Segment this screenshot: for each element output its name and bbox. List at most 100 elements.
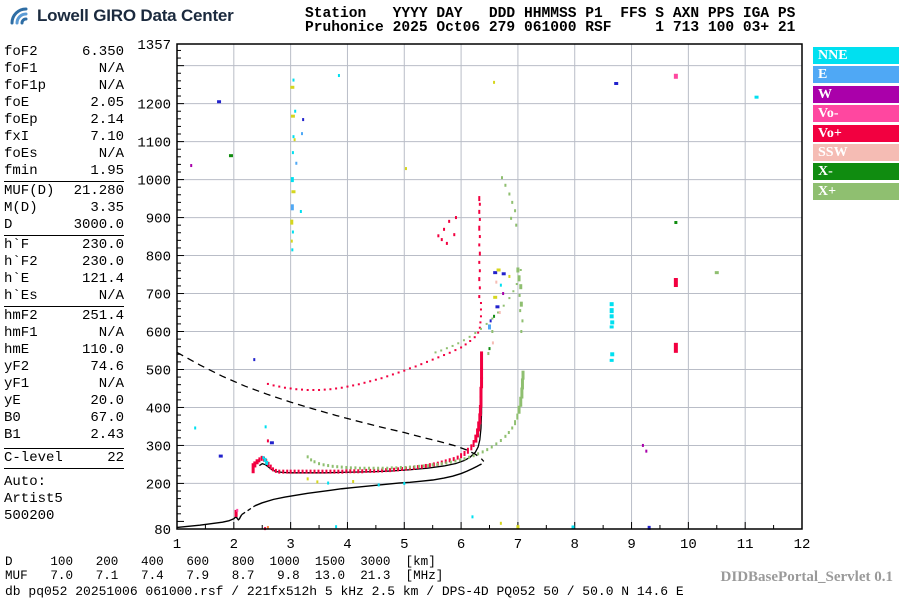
station-header-labels: Station YYYY DAY DDD HHMMSS P1 FFS S AXN… <box>305 6 796 22</box>
param-value: 7.10 <box>90 129 124 145</box>
o-mode-trace <box>251 351 484 474</box>
param-row: B0 67.0 <box>4 410 124 427</box>
param-value: 121.4 <box>81 271 124 287</box>
param-row: hmF1 N/A <box>4 325 124 342</box>
param-value: N/A <box>98 61 124 77</box>
x-mode-second-hop <box>434 268 522 354</box>
svg-text:1: 1 <box>173 537 181 553</box>
param-section: hmF2 251.4 hmF1 N/A hmE 110.0 yF2 74.6 yF1 N/A yE 2… <box>4 306 124 445</box>
svg-text:9: 9 <box>627 537 635 553</box>
param-label: h`E <box>4 271 30 287</box>
svg-text:80: 80 <box>154 523 171 539</box>
param-row: foEs N/A <box>4 146 124 163</box>
svg-text:500: 500 <box>146 363 171 379</box>
param-value: 74.6 <box>90 359 124 375</box>
param-label: yE <box>4 393 21 409</box>
param-row: D 3000.0 <box>4 217 124 234</box>
param-label: B0 <box>4 410 21 426</box>
legend-item-ssw: SSW <box>813 143 899 161</box>
svg-text:8: 8 <box>571 537 579 553</box>
param-value: 67.0 <box>90 410 124 426</box>
svg-text:7: 7 <box>514 537 522 553</box>
param-value: 230.0 <box>81 237 124 253</box>
svg-text:3: 3 <box>286 537 294 553</box>
param-row: fmin 1.95 <box>4 163 124 180</box>
param-section: MUF(D) 21.280 M(D) 3.35 D 3000.0 <box>4 181 124 235</box>
param-label: foE <box>4 95 30 111</box>
svg-text:4: 4 <box>343 537 351 553</box>
svg-text:1200: 1200 <box>137 98 171 114</box>
station-header-values: Pruhonice 2025 Oct06 279 061000 RSF 1 71… <box>305 20 796 36</box>
param-label: yF1 <box>4 376 30 392</box>
param-row: foE 2.05 <box>4 95 124 112</box>
param-value: 1.95 <box>90 163 124 179</box>
x-axis-labels: 1 2 3 4 5 6 7 8 9 10 11 12 <box>173 537 811 553</box>
fitted-trace <box>259 352 483 474</box>
profile-e-region <box>176 514 243 529</box>
param-value: 3000.0 <box>73 217 124 233</box>
param-section: C-level 22 <box>4 448 124 469</box>
svg-text:1000: 1000 <box>137 174 171 190</box>
param-value: 20.0 <box>90 393 124 409</box>
param-value: 110.0 <box>81 342 124 358</box>
giro-logo-icon <box>10 7 28 25</box>
param-row: h`Es N/A <box>4 288 124 305</box>
svg-text:900: 900 <box>146 212 171 228</box>
param-row: h`F 230.0 <box>4 237 124 254</box>
muf-transmission-curve <box>176 351 485 462</box>
param-row: foF1 N/A <box>4 61 124 78</box>
param-label: foF1p <box>4 78 47 94</box>
param-label: h`F2 <box>4 254 38 270</box>
param-row: M(D) 3.35 <box>4 200 124 217</box>
param-value: 2.43 <box>90 427 124 443</box>
param-section: h`F 230.0 h`F2 230.0 h`E 121.4 h`Es N/A <box>4 235 124 306</box>
auto-line: Auto: <box>4 474 47 490</box>
param-label: foF2 <box>4 44 38 60</box>
param-label: C-level <box>4 450 63 466</box>
x-mode-trace <box>306 370 525 470</box>
param-label: B1 <box>4 427 21 443</box>
svg-text:12: 12 <box>794 537 811 553</box>
param-section: foF2 6.350 foF1 N/A foF1p N/A foE 2.05 foEp 2.14 f… <box>4 44 124 181</box>
param-value: 251.4 <box>81 308 124 324</box>
svg-text:400: 400 <box>146 401 171 417</box>
param-label: hmF1 <box>4 325 38 341</box>
scattered-echoes <box>190 73 759 531</box>
param-value: N/A <box>98 146 124 162</box>
svg-text:6: 6 <box>457 537 465 553</box>
param-label: D <box>4 217 13 233</box>
param-value: 22 <box>107 450 124 466</box>
param-value: N/A <box>98 288 124 304</box>
param-label: hmE <box>4 342 30 358</box>
param-label: h`Es <box>4 288 38 304</box>
param-value: N/A <box>98 376 124 392</box>
axis-ticks <box>176 49 803 529</box>
param-row: h`E 121.4 <box>4 271 124 288</box>
param-row: hmF2 251.4 <box>4 308 124 325</box>
param-row: MUF(D) 21.280 <box>4 183 124 200</box>
legend-item-w: W <box>813 85 899 103</box>
param-row: yF1 N/A <box>4 376 124 393</box>
param-value: 2.14 <box>90 112 124 128</box>
logo-text: Lowell GIRO Data Center <box>37 6 234 25</box>
param-label: M(D) <box>4 200 38 216</box>
param-row: foF1p N/A <box>4 78 124 95</box>
auto-line: Artist5 <box>4 491 63 507</box>
param-row: h`F2 230.0 <box>4 254 124 271</box>
muf-row: MUF 7.0 7.1 7.4 7.9 8.7 9.8 13.0 21.3 [M… <box>5 569 444 583</box>
legend-item-vominus: Vo- <box>813 105 899 123</box>
y-axis-labels: 1357 1200 1100 1000 900 800 700 600 500 400 300 200… <box>137 38 171 539</box>
status-line: db pq052 20251006 061000.rsf / 221fx512h… <box>5 584 684 599</box>
auto-line: 500200 <box>4 508 55 524</box>
param-label: MUF(D) <box>4 183 55 199</box>
param-value: N/A <box>98 78 124 94</box>
logo: Lowell GIRO Data Center <box>8 5 234 27</box>
param-value: 3.35 <box>90 200 124 216</box>
svg-text:600: 600 <box>146 326 171 342</box>
legend-item-xminus: X- <box>813 163 899 181</box>
svg-text:1100: 1100 <box>137 136 171 152</box>
svg-text:200: 200 <box>146 477 171 493</box>
param-row: B1 2.43 <box>4 427 124 444</box>
param-label: foEp <box>4 112 38 128</box>
